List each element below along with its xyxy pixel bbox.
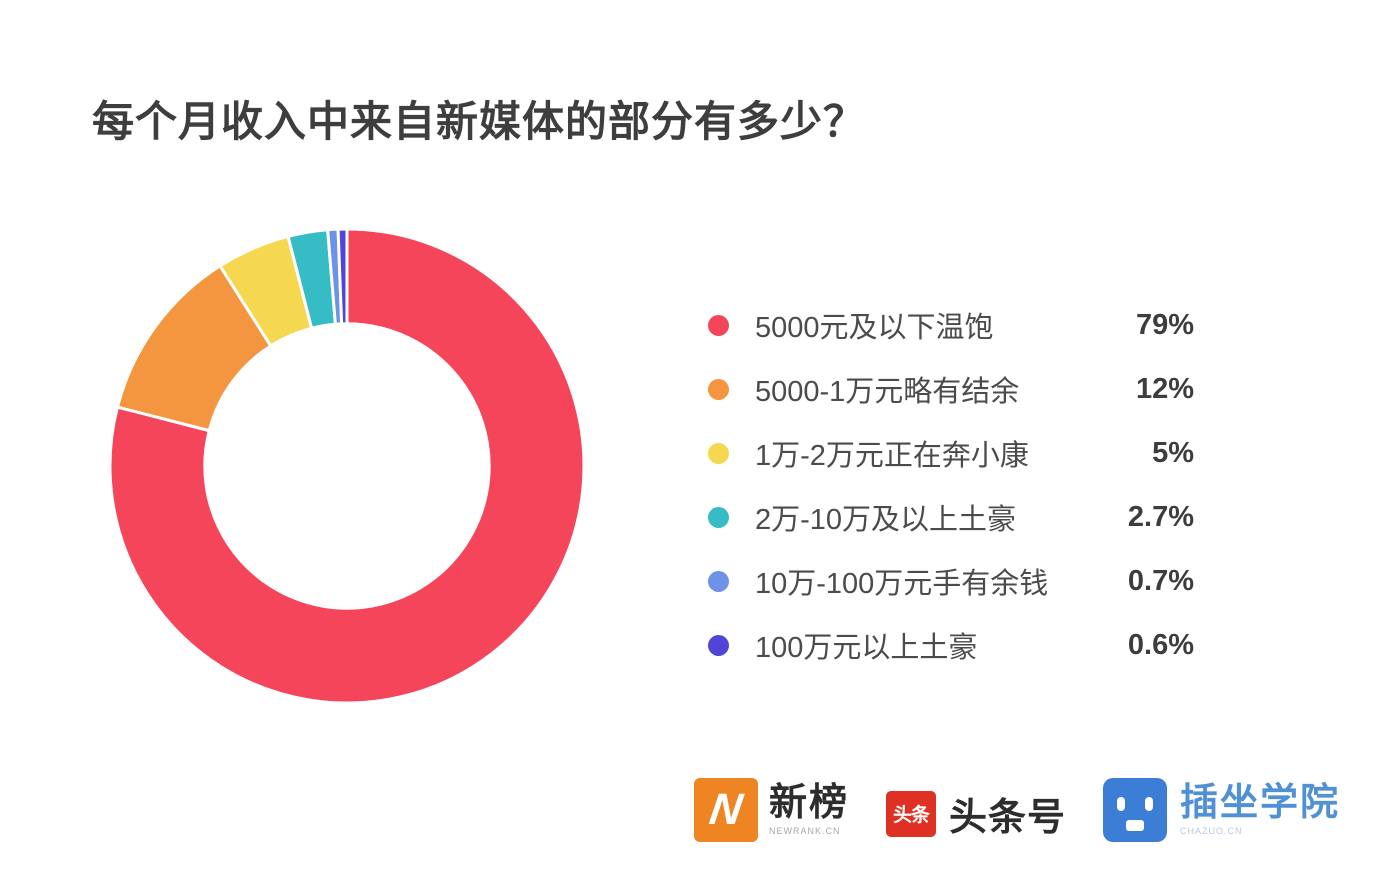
newrank-logo-subtext: NEWRANK.CN: [769, 825, 841, 836]
donut-chart-svg: [108, 227, 586, 705]
legend-value: 0.7%: [1127, 564, 1194, 597]
legend-dot-icon: [708, 442, 729, 464]
legend-label: 2万-10万及以上土豪: [755, 504, 1017, 536]
legend-row: 5000元及以下温饱 79%: [708, 293, 1194, 357]
legend-value: 0.6%: [1127, 628, 1194, 661]
page-title: 每个月收入中来自新媒体的部分有多少？: [92, 98, 867, 145]
legend-row: 5000-1万元略有结余 12%: [708, 357, 1194, 421]
legend-label: 1万-2万元正在奔小康: [755, 440, 1029, 472]
legend-value: 2.7%: [1127, 500, 1194, 533]
newrank-logo: N 新榜 NEWRANK.CN: [694, 778, 849, 842]
toutiao-logo-text: 头条号: [949, 797, 1067, 839]
toutiao-icon-text: 头条: [892, 805, 930, 826]
legend: 5000元及以下温饱 79% 5000-1万元略有结余 12% 1万-2万元正在奔小康 5…: [708, 293, 1194, 677]
newrank-logo-text: 新榜: [769, 782, 850, 825]
legend-label: 10万-100万元手有余钱: [755, 568, 1049, 600]
chazuo-logo-text: 插坐学院: [1180, 782, 1341, 825]
chazuo-face-mouth: [1126, 820, 1144, 831]
pie-slice-0: [108, 227, 586, 705]
chazuo-logo: 插坐学院 CHAZUO.CN: [1103, 778, 1340, 842]
legend-dot-icon: [708, 314, 729, 336]
legend-value: 79%: [1135, 308, 1194, 341]
toutiao-icon: 头条: [886, 790, 936, 837]
legend-label: 5000-1万元略有结余: [755, 376, 1020, 408]
legend-dot-icon: [708, 506, 729, 528]
toutiao-logo: 头条 头条号: [886, 786, 1066, 841]
legend-label: 5000元及以下温饱: [755, 312, 994, 344]
legend-row: 10万-100万元手有余钱 0.7%: [708, 549, 1194, 613]
legend-dot-icon: [708, 634, 729, 656]
chazuo-logo-subtext: CHAZUO.CN: [1180, 825, 1243, 836]
legend-row: 2万-10万及以上土豪 2.7%: [708, 485, 1194, 549]
newrank-n-icon: N: [694, 778, 758, 842]
legend-value: 5%: [1152, 436, 1194, 469]
legend-row: 1万-2万元正在奔小康 5%: [708, 421, 1194, 485]
chazuo-face-right-eye: [1145, 797, 1153, 811]
legend-dot-icon: [708, 378, 729, 400]
pie-slice-5: [336, 227, 349, 326]
newrank-n-letter: N: [706, 785, 746, 834]
legend-dot-icon: [708, 570, 729, 592]
chazuo-face-left-eye: [1117, 797, 1125, 811]
chazuo-face-icon: [1103, 778, 1167, 842]
legend-value: 12%: [1135, 372, 1194, 405]
legend-label: 100万元以上土豪: [755, 632, 978, 664]
legend-row: 100万元以上土豪 0.6%: [708, 613, 1194, 677]
donut-chart: [107, 226, 587, 706]
